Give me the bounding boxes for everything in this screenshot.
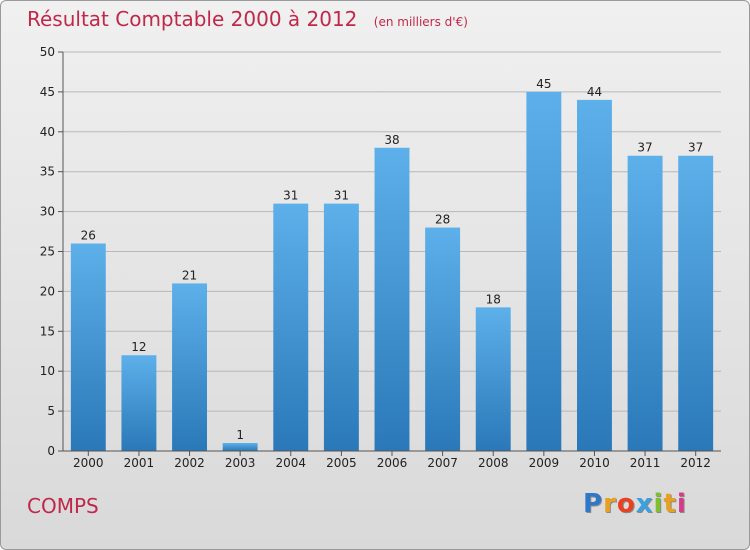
data-label: 38: [384, 133, 399, 147]
y-tick-label: 30: [40, 205, 55, 219]
x-tick-label: 2010: [579, 456, 610, 470]
y-tick-label: 35: [40, 165, 55, 179]
logo-letter: i: [653, 489, 664, 519]
data-label: 31: [334, 189, 349, 203]
chart-title-text: Résultat Comptable 2000 à 2012: [27, 7, 358, 31]
data-label: 18: [486, 292, 501, 306]
logo-letter: t: [663, 489, 677, 519]
bar: [323, 203, 359, 451]
data-label: 12: [131, 340, 146, 354]
bar: [425, 227, 461, 451]
bars: 26 12 21 1 31 31 38 28 18 45 44 37 37: [70, 77, 714, 452]
logo-letter: o: [616, 489, 636, 519]
x-tick-label: 2012: [680, 456, 711, 470]
data-label: 1: [236, 428, 244, 442]
bar: [374, 147, 410, 451]
x-tick-label: 2005: [326, 456, 357, 470]
bar: [576, 99, 612, 451]
bar: [526, 91, 562, 452]
data-label: 37: [688, 141, 703, 155]
y-tick-label: 40: [40, 125, 55, 139]
y-tick-label: 10: [40, 364, 55, 378]
chart-title: Résultat Comptable 2000 à 2012 (en milli…: [27, 7, 468, 31]
bar: [172, 283, 208, 451]
x-tick-label: 2002: [174, 456, 205, 470]
data-label: 28: [435, 213, 450, 227]
x-axis: 2000 2001 2002 2003 2004 2005 2006 2007 2008 2009…: [63, 450, 721, 470]
y-tick-label: 20: [40, 284, 55, 298]
x-tick-label: 2009: [529, 456, 560, 470]
x-tick-label: 2007: [427, 456, 458, 470]
chart-subtitle: (en milliers d'€): [373, 15, 468, 29]
logo-letter: x: [635, 489, 654, 519]
commune-name: COMPS: [27, 494, 99, 518]
data-label: 44: [587, 85, 602, 99]
logo-letter: P: [583, 489, 604, 519]
bar: [273, 203, 309, 451]
bar: [678, 155, 714, 452]
x-tick-label: 2006: [377, 456, 408, 470]
x-tick-label: 2001: [124, 456, 155, 470]
y-tick-label: 0: [47, 444, 55, 458]
bar: [70, 243, 106, 451]
bar: [475, 307, 511, 451]
y-tick-label: 45: [40, 85, 55, 99]
x-tick-label: 2008: [478, 456, 509, 470]
x-tick-label: 2000: [73, 456, 104, 470]
data-label: 26: [81, 229, 96, 243]
y-axis: 0 5 10 15 20 25 30 35 40 45 50: [40, 45, 64, 458]
bar: [121, 355, 157, 451]
x-tick-label: 2004: [275, 456, 306, 470]
data-label: 31: [283, 189, 298, 203]
data-label: 37: [637, 141, 652, 155]
y-tick-label: 5: [47, 404, 55, 418]
y-tick-label: 15: [40, 324, 55, 338]
x-tick-label: 2011: [630, 456, 661, 470]
y-tick-label: 50: [40, 45, 55, 59]
data-label: 21: [182, 268, 197, 282]
bar: [222, 443, 258, 451]
logo-letter: i: [676, 489, 687, 519]
logo-letter: r: [603, 489, 617, 519]
bar: [627, 155, 663, 452]
x-tick-label: 2003: [225, 456, 256, 470]
proxiti-logo: Proxiti: [583, 489, 687, 519]
data-label: 45: [536, 77, 551, 91]
y-tick-label: 25: [40, 245, 55, 259]
